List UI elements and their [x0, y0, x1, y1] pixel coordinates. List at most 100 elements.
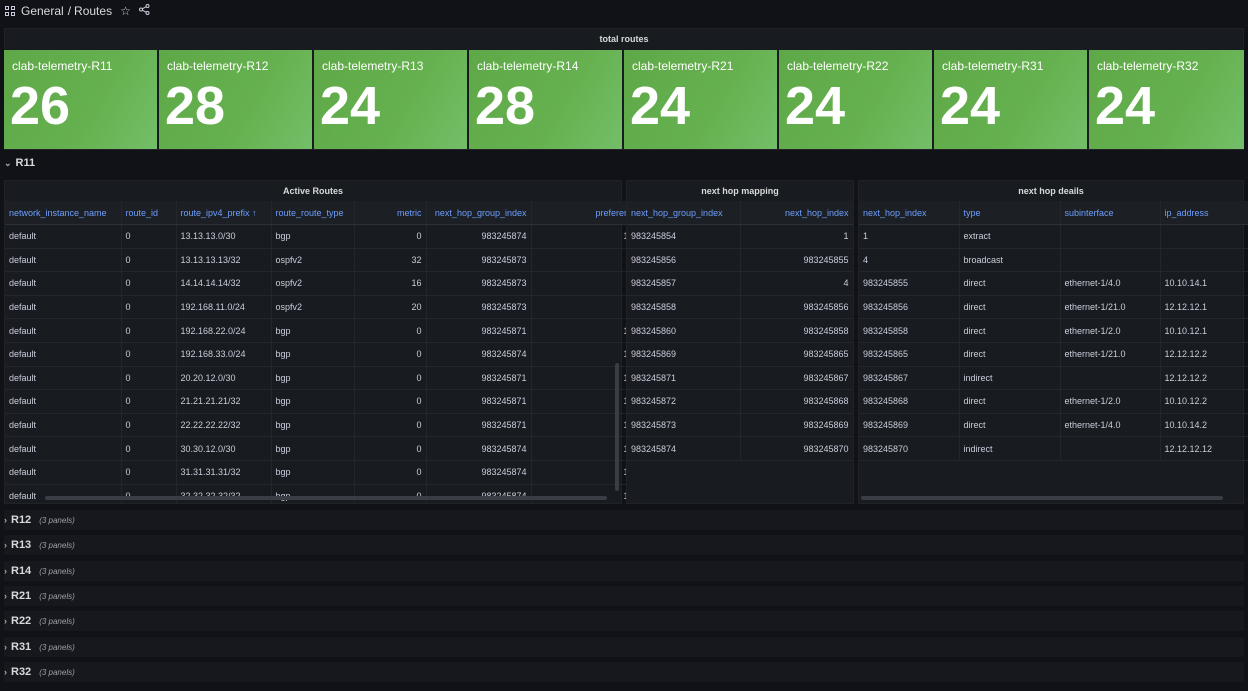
table-row[interactable]: 983245856 direct ethernet-1/21.0 12.12.12.1: [859, 295, 1248, 320]
stat-tile[interactable]: clab-telemetry-R11 26: [4, 50, 157, 149]
row-header-r13[interactable]: › R13 (3 panels): [4, 535, 75, 555]
table-cell: 0: [121, 413, 177, 438]
row-header-r14[interactable]: › R14 (3 panels): [4, 561, 75, 581]
column-header[interactable]: next_hop_group_index: [426, 201, 532, 225]
table-row[interactable]: 983245860 983245858: [627, 318, 853, 343]
stat-tile[interactable]: clab-telemetry-R14 28: [469, 50, 622, 149]
row-header-r21[interactable]: › R21 (3 panels): [4, 586, 75, 606]
stat-value: 28: [165, 76, 226, 136]
table-cell: ospfv2: [271, 271, 355, 296]
table-row[interactable]: 983245870 indirect 12.12.12.12: [859, 436, 1248, 461]
table-cell: 16: [354, 271, 427, 296]
column-header[interactable]: next_hop_index: [740, 201, 853, 225]
table-row[interactable]: 1 extract: [859, 224, 1248, 249]
row-bar: [4, 661, 1244, 682]
next-hop-details-table: next_hop_index type subinterface ip_address…: [859, 201, 1248, 461]
column-header[interactable]: ip_address: [1160, 201, 1248, 225]
table-row[interactable]: default 0 192.168.11.0/24 ospfv2 20 983245873…: [5, 295, 641, 320]
vertical-scrollbar[interactable]: [615, 363, 619, 491]
table-cell: 983245858: [627, 295, 741, 320]
column-header[interactable]: next_hop_index: [859, 201, 960, 225]
table-cell: 0: [121, 271, 177, 296]
table-cell: ospfv2: [271, 295, 355, 320]
table-row[interactable]: 983245867 indirect 12.12.12.2: [859, 366, 1248, 391]
column-header[interactable]: preference: [531, 201, 641, 225]
stat-tile[interactable]: clab-telemetry-R32 24: [1089, 50, 1244, 149]
row-header-r22[interactable]: › R22 (3 panels): [4, 611, 75, 631]
table-cell: bgp: [271, 342, 355, 367]
column-header[interactable]: next_hop_group_index: [627, 201, 741, 225]
table-row[interactable]: 983245869 direct ethernet-1/4.0 10.10.14.2: [859, 413, 1248, 438]
table-cell: 983245858: [859, 318, 960, 343]
table-row[interactable]: 983245869 983245865: [627, 342, 853, 367]
table-cell: 12.12.12.2: [1160, 366, 1248, 391]
table-cell: ethernet-1/2.0: [1060, 318, 1161, 343]
stat-tile[interactable]: clab-telemetry-R22 24: [779, 50, 932, 149]
row-panel-count: (3 panels): [39, 541, 75, 551]
table-cell: 0: [121, 224, 177, 249]
table-row[interactable]: 983245873 983245869: [627, 413, 853, 438]
table-cell: 983245855: [859, 271, 960, 296]
row-header-r32[interactable]: › R32 (3 panels): [4, 662, 75, 682]
row-header-r11[interactable]: ⌄ R11: [4, 153, 35, 173]
column-header[interactable]: type: [959, 201, 1061, 225]
table-row[interactable]: default013.13.13.13/32ospfv2329832458731…: [5, 248, 641, 273]
grid-icon[interactable]: [5, 6, 15, 16]
table-row[interactable]: 983245858 direct ethernet-1/2.0 10.10.12.1: [859, 318, 1248, 343]
stat-tile[interactable]: clab-telemetry-R12 28: [159, 50, 312, 149]
active-routes-panel: Active Routes network_instance_name route…: [4, 180, 641, 504]
table-cell: [1160, 248, 1248, 273]
table-cell: 0: [354, 413, 427, 438]
column-header[interactable]: network_instance_name: [5, 201, 122, 225]
table-cell: direct: [959, 413, 1061, 438]
table-cell: 983245872: [627, 389, 741, 414]
horizontal-scrollbar[interactable]: [45, 496, 607, 500]
table-row[interactable]: default032.32.32.32/32bgp0983245874170: [5, 484, 641, 503]
table-row[interactable]: 983245855 direct ethernet-1/4.0 10.10.14.1: [859, 271, 1248, 296]
breadcrumb-folder[interactable]: General: [21, 4, 64, 18]
table-row[interactable]: 983245858 983245856: [627, 295, 853, 320]
table-cell: 10.10.12.1: [1160, 318, 1248, 343]
table-cell: 192.168.11.0/24: [176, 295, 272, 320]
stat-tile[interactable]: clab-telemetry-R21 24: [624, 50, 777, 149]
share-icon[interactable]: [138, 4, 150, 18]
table-row[interactable]: 983245874 983245870: [627, 436, 853, 461]
table-row[interactable]: 983245872 983245868: [627, 389, 853, 414]
table-row[interactable]: 983245868 direct ethernet-1/2.0 10.10.12.2: [859, 389, 1248, 414]
table-row[interactable]: default014.14.14.14/32ospfv2169832458731…: [5, 271, 641, 296]
row-header-r12[interactable]: › R12 (3 panels): [4, 510, 75, 530]
page-title[interactable]: Routes: [74, 4, 113, 18]
stat-tile[interactable]: clab-telemetry-R13 24: [314, 50, 467, 149]
column-header[interactable]: metric: [354, 201, 427, 225]
table-cell: broadcast: [959, 248, 1061, 273]
table-row[interactable]: 4 broadcast: [859, 248, 1248, 273]
table-cell: 0: [121, 484, 177, 503]
horizontal-scrollbar[interactable]: [861, 496, 1223, 500]
stat-name: clab-telemetry-R32: [1097, 59, 1199, 73]
column-header[interactable]: route_route_type: [271, 201, 355, 225]
row-bar: [4, 636, 1244, 657]
column-header[interactable]: route_id: [121, 201, 177, 225]
table-row[interactable]: 983245865 direct ethernet-1/21.0 12.12.12.2: [859, 342, 1248, 367]
column-header[interactable]: subinterface: [1060, 201, 1161, 225]
table-row[interactable]: 983245857 4: [627, 271, 853, 296]
table-row[interactable]: 983245854 1: [627, 224, 853, 249]
table-row[interactable]: 983245856 983245855: [627, 248, 853, 273]
table-cell: 170: [531, 318, 641, 343]
table-row[interactable]: 983245871 983245867: [627, 366, 853, 391]
stat-tile[interactable]: clab-telemetry-R31 24: [934, 50, 1087, 149]
table-cell: bgp: [271, 224, 355, 249]
star-icon[interactable]: ☆: [120, 4, 131, 18]
stat-value: 26: [10, 76, 71, 136]
column-header[interactable]: route_ipv4_prefix ↑: [176, 201, 272, 225]
table-cell: default: [5, 224, 122, 249]
row-header-r31[interactable]: › R31 (3 panels): [4, 637, 75, 657]
